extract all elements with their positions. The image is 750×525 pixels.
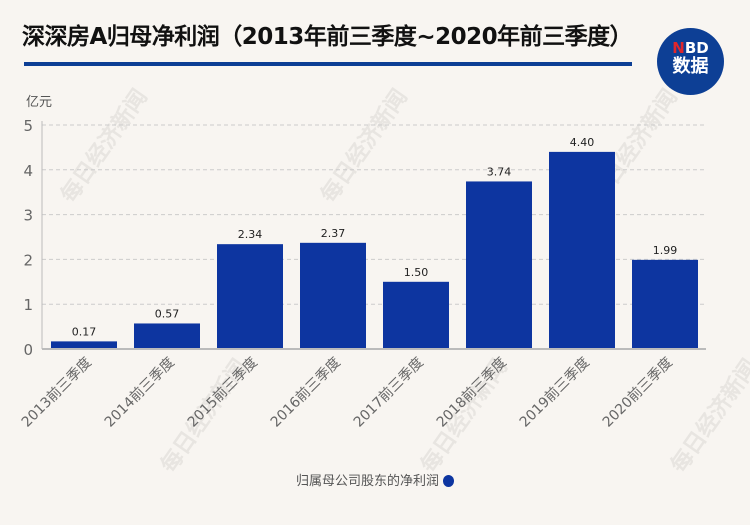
legend-label: 归属母公司股东的净利润 — [295, 474, 439, 489]
x-tick-label: 2019前三季度 — [516, 354, 593, 431]
data-label: 1.99 — [653, 244, 678, 257]
y-axis-unit: 亿元 — [26, 95, 52, 110]
watermark: 每日经济新闻 — [56, 84, 153, 207]
y-tick-label: 2 — [23, 251, 33, 269]
data-label: 4.40 — [570, 136, 595, 149]
bar — [51, 341, 117, 349]
legend-marker — [443, 475, 454, 487]
x-tick-label: 2014前三季度 — [101, 354, 178, 431]
title-rule — [24, 62, 632, 66]
chart-title: 深深房A归母净利润（2013年前三季度~2020年前三季度） — [22, 24, 633, 50]
x-tick-label: 2015前三季度 — [184, 354, 261, 431]
bar — [383, 281, 449, 349]
x-tick-label: 2017前三季度 — [350, 354, 427, 431]
data-label: 1.50 — [404, 266, 429, 279]
y-tick-label: 5 — [23, 117, 33, 135]
data-label: 0.17 — [72, 325, 97, 338]
y-tick-label: 4 — [23, 162, 33, 180]
data-label: 2.34 — [238, 228, 263, 241]
bar — [217, 244, 283, 349]
legend[interactable]: 归属母公司股东的净利润 — [0, 470, 750, 489]
bar — [134, 323, 200, 349]
watermark: 每日经济新闻 — [666, 354, 750, 477]
bar — [632, 259, 698, 349]
data-label: 0.57 — [155, 307, 180, 320]
bar — [549, 151, 615, 349]
x-tick-label: 2016前三季度 — [267, 354, 344, 431]
data-label: 2.37 — [321, 227, 346, 240]
x-tick-label: 2013前三季度 — [18, 354, 95, 431]
data-label: 3.74 — [487, 165, 512, 178]
y-tick-label: 1 — [23, 296, 33, 314]
nbd-logo: NBD 数据 — [657, 28, 724, 95]
watermark: 每日经济新闻 — [316, 84, 413, 207]
x-tick-label: 2020前三季度 — [599, 354, 676, 431]
y-tick-label: 0 — [23, 341, 33, 359]
bar — [466, 181, 532, 349]
bar — [300, 242, 366, 349]
y-tick-label: 3 — [23, 207, 33, 225]
